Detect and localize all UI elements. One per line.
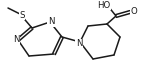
- Text: N: N: [13, 35, 19, 45]
- Text: O: O: [131, 7, 137, 16]
- Text: N: N: [48, 17, 54, 26]
- Text: HO: HO: [97, 0, 111, 9]
- Text: N: N: [76, 40, 82, 49]
- Text: S: S: [19, 10, 25, 19]
